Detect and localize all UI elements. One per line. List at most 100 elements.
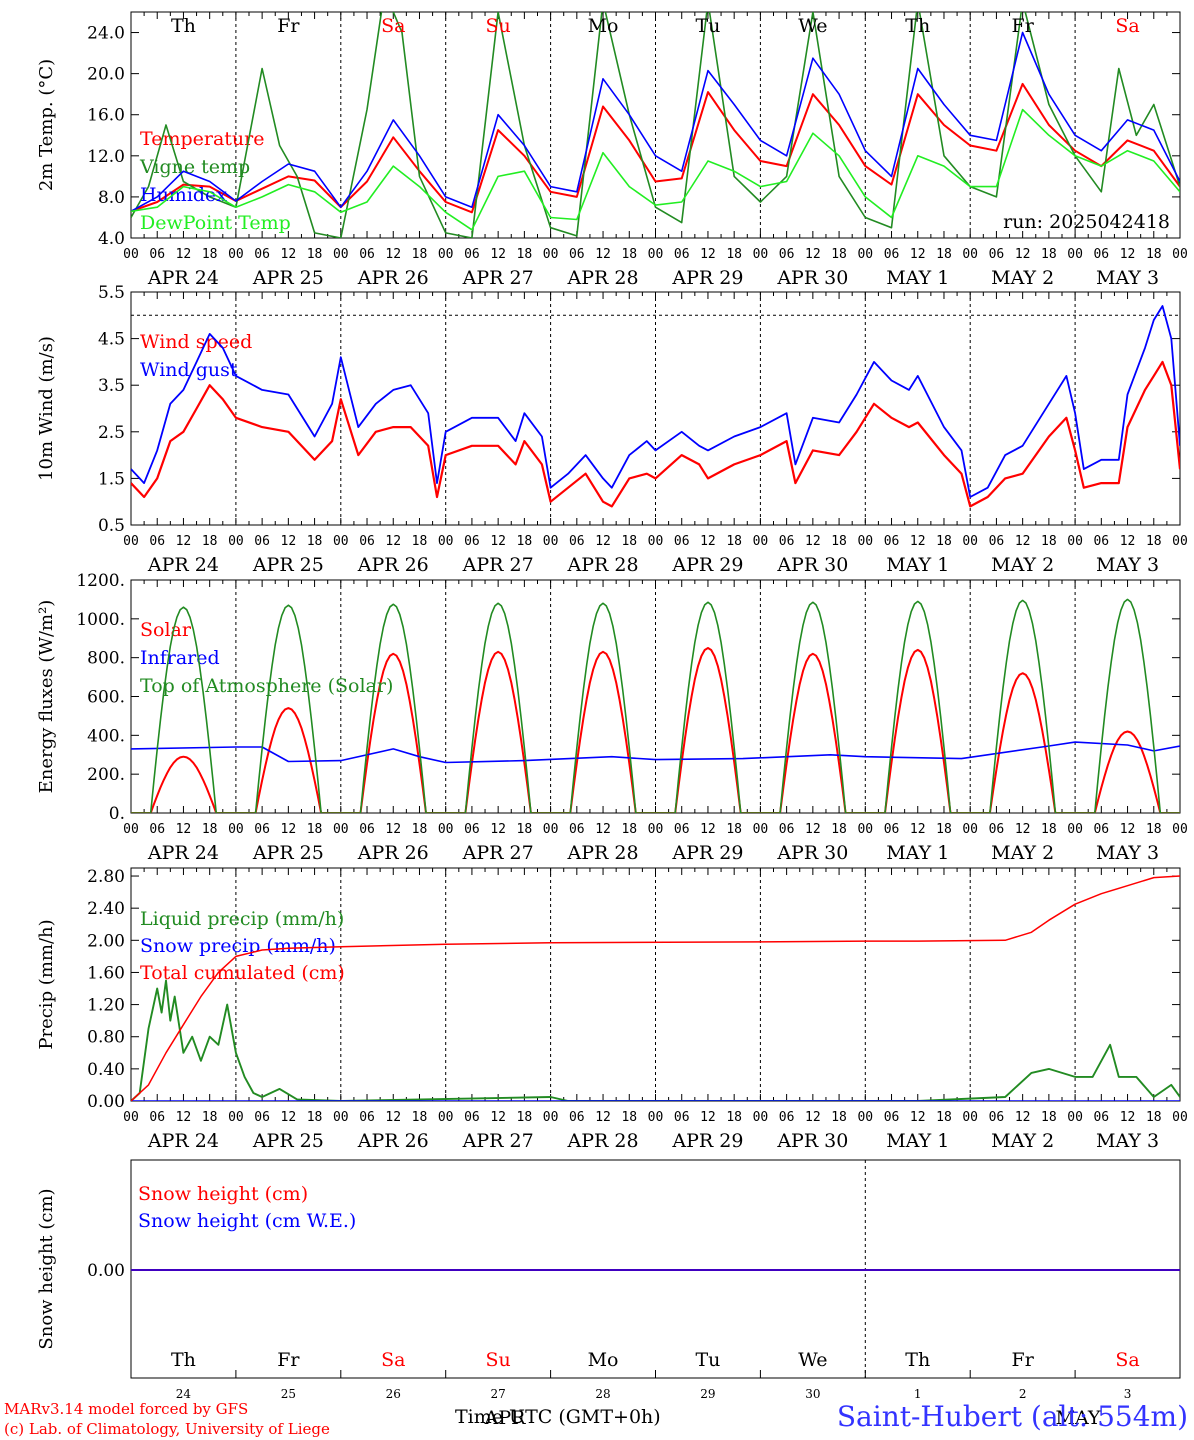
hour-tick-label: 06	[884, 534, 900, 549]
legend-entry: Snow precip (mm/h)	[140, 935, 336, 957]
hour-tick-label: 18	[621, 1110, 637, 1125]
y-tick-label: 400.	[87, 726, 125, 746]
hour-tick-label: 06	[884, 822, 900, 837]
weekday-label-bottom: Th	[905, 1349, 930, 1371]
y-tick-label: 2.40	[87, 899, 125, 919]
hour-tick-label: 00	[648, 822, 664, 837]
legend-entry: Wind gust	[140, 359, 238, 381]
y-axis-label: Snow height (cm)	[36, 1188, 57, 1349]
date-label: APR 25	[252, 267, 324, 289]
hour-tick-label: 00	[123, 822, 139, 837]
day-number: 25	[281, 1387, 296, 1401]
date-label: APR 26	[357, 842, 429, 864]
hour-tick-label: 06	[254, 822, 270, 837]
y-tick-label: 8.0	[98, 188, 125, 208]
day-number: 1	[914, 1387, 922, 1401]
hour-tick-label: 18	[307, 534, 323, 549]
hour-tick-label: 18	[1041, 822, 1057, 837]
y-tick-label: 24.0	[87, 24, 125, 44]
hour-tick-label: 00	[857, 822, 873, 837]
date-label: APR 24	[147, 267, 219, 289]
hour-tick-label: 06	[464, 822, 480, 837]
hour-tick-label: 12	[595, 822, 611, 837]
hour-tick-label: 00	[1067, 822, 1083, 837]
y-tick-label: 16.0	[87, 106, 125, 126]
weekday-label-bottom: Sa	[381, 1349, 405, 1371]
hour-tick-label: 06	[674, 247, 690, 262]
hour-tick-label: 18	[1146, 247, 1162, 262]
hour-tick-label: 06	[884, 247, 900, 262]
hour-tick-label: 18	[517, 1110, 533, 1125]
hour-tick-label: 12	[176, 247, 192, 262]
weekday-label-bottom: Sa	[1115, 1349, 1139, 1371]
weekday-label: Sa	[1115, 15, 1139, 37]
hour-tick-label: 12	[1120, 534, 1136, 549]
hour-tick-label: 00	[962, 822, 978, 837]
hour-tick-label: 00	[228, 534, 244, 549]
hour-tick-label: 12	[385, 1110, 401, 1125]
hour-tick-label: 12	[176, 534, 192, 549]
hour-tick-label: 00	[753, 822, 769, 837]
hour-tick-label: 06	[1093, 247, 1109, 262]
y-axis-label: 10m Wind (m/s)	[36, 336, 57, 481]
hour-tick-label: 00	[857, 247, 873, 262]
hour-tick-label: 00	[857, 1110, 873, 1125]
series-line-dewpoint-temp	[131, 108, 1180, 231]
series-line-solar	[131, 647, 1180, 813]
hour-tick-label: 12	[910, 822, 926, 837]
legend-entry: Total cumulated (cm)	[140, 962, 345, 984]
hour-tick-label: 00	[753, 534, 769, 549]
y-tick-label: 1.20	[87, 996, 125, 1016]
date-label: APR 29	[671, 1130, 743, 1152]
hour-tick-label: 18	[1041, 534, 1057, 549]
y-tick-label: 0.00	[87, 1092, 125, 1112]
date-label: APR 25	[252, 554, 324, 576]
day-number: 28	[595, 1387, 610, 1401]
weekday-label-bottom: Fr	[1012, 1349, 1035, 1371]
hour-tick-label: 06	[359, 822, 375, 837]
date-label: MAY 3	[1096, 1130, 1159, 1152]
legend-entry: Solar	[140, 619, 192, 641]
hour-tick-label: 12	[805, 822, 821, 837]
hour-tick-label: 06	[779, 1110, 795, 1125]
legend-entry: Wind speed	[140, 331, 252, 353]
hour-tick-label: 00	[1067, 534, 1083, 549]
date-label: APR 29	[671, 842, 743, 864]
weekday-label-bottom: Fr	[277, 1349, 300, 1371]
hour-tick-label: 00	[543, 822, 559, 837]
hour-tick-label: 18	[517, 247, 533, 262]
date-label: APR 26	[357, 1130, 429, 1152]
hour-tick-label: 06	[149, 822, 165, 837]
hour-tick-label: 06	[989, 534, 1005, 549]
hour-tick-label: 00	[228, 1110, 244, 1125]
hour-tick-label: 18	[621, 822, 637, 837]
hour-tick-label: 18	[936, 1110, 952, 1125]
hour-tick-label: 12	[700, 247, 716, 262]
hour-tick-label: 06	[989, 247, 1005, 262]
hour-tick-label: 18	[1041, 247, 1057, 262]
weekday-label-bottom: Th	[171, 1349, 196, 1371]
hour-tick-label: 18	[726, 822, 742, 837]
date-label: APR 24	[147, 1130, 219, 1152]
hour-tick-label: 00	[123, 1110, 139, 1125]
hour-tick-label: 18	[936, 822, 952, 837]
date-label: MAY 2	[991, 842, 1054, 864]
hour-tick-label: 00	[753, 247, 769, 262]
hour-tick-label: 12	[281, 247, 297, 262]
hour-tick-label: 06	[254, 247, 270, 262]
station-name: Saint-Hubert (alt: 554m)	[836, 1400, 1188, 1433]
hour-tick-label: 00	[333, 1110, 349, 1125]
y-tick-label: 200.	[87, 765, 125, 785]
day-number: 27	[491, 1387, 506, 1401]
day-number: 2	[1019, 1387, 1027, 1401]
hour-tick-label: 18	[831, 247, 847, 262]
date-label: APR 28	[567, 842, 639, 864]
hour-tick-label: 06	[569, 822, 585, 837]
weekday-label: Th	[905, 15, 930, 37]
hour-tick-label: 18	[202, 534, 218, 549]
hour-tick-label: 12	[1120, 822, 1136, 837]
hour-tick-label: 18	[412, 822, 428, 837]
hour-tick-label: 18	[726, 247, 742, 262]
legend-entry: Temperature	[140, 128, 264, 150]
hour-tick-label: 06	[149, 534, 165, 549]
